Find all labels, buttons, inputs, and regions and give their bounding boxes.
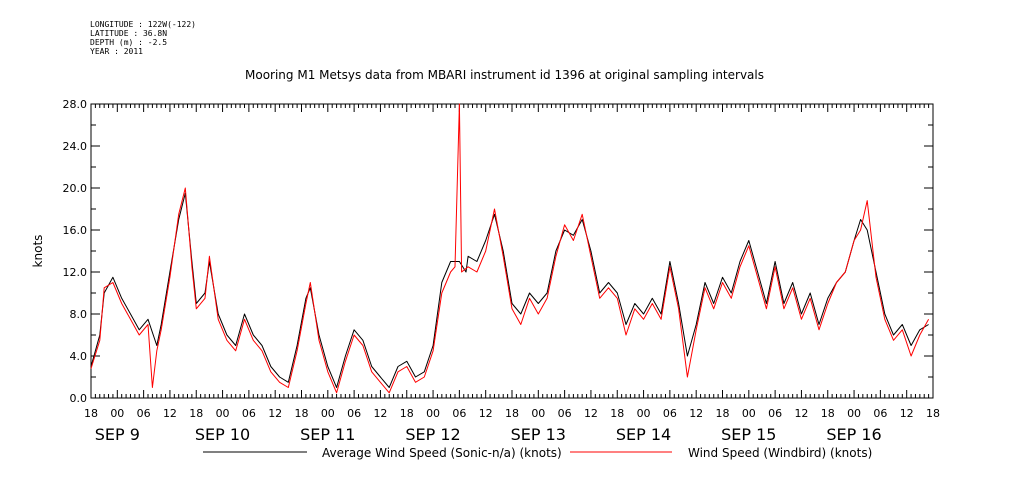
latitude-text: LATITUDE : 36.8N [90, 29, 168, 38]
x-day-label: SEP 13 [511, 425, 566, 444]
x-hour-label: 06 [558, 407, 572, 420]
chart-title: Mooring M1 Metsys data from MBARI instru… [245, 68, 764, 82]
x-hour-label: 00 [637, 407, 651, 420]
x-hour-label: 12 [373, 407, 387, 420]
x-hour-label: 12 [163, 407, 177, 420]
x-hour-label: 06 [768, 407, 782, 420]
x-hour-label: 00 [847, 407, 861, 420]
x-hour-label: 06 [242, 407, 256, 420]
x-hour-label: 06 [452, 407, 466, 420]
plot-frame [90, 103, 934, 399]
x-hour-label: 00 [742, 407, 756, 420]
x-hour-label: 00 [110, 407, 124, 420]
series-windbird-line [90, 103, 930, 394]
depth-text: DEPTH (m) : -2.5 [90, 38, 168, 47]
metadata-block: LONGITUDE : 122W(-122) LATITUDE : 36.8N … [90, 20, 196, 56]
x-day-label: SEP 14 [616, 425, 671, 444]
x-hour-label: 00 [426, 407, 440, 420]
x-hour-label: 18 [400, 407, 414, 420]
x-hour-label: 18 [716, 407, 730, 420]
x-hour-label: 12 [584, 407, 598, 420]
y-tick-label: 24.0 [63, 140, 88, 153]
x-day-label: SEP 16 [826, 425, 881, 444]
y-tick-label: 8.0 [70, 308, 88, 321]
x-hour-label: 18 [84, 407, 98, 420]
x-hour-label: 06 [873, 407, 887, 420]
x-hour-label: 12 [900, 407, 914, 420]
x-hour-label: 18 [821, 407, 835, 420]
x-day-label: SEP 15 [721, 425, 776, 444]
legend-label-average: Average Wind Speed (Sonic-n/a) (knots) [322, 446, 562, 460]
longitude-text: LONGITUDE : 122W(-122) [90, 20, 196, 29]
y-tick-label: 12.0 [63, 266, 88, 279]
series-average-wind-line [90, 192, 929, 388]
x-hour-label: 00 [321, 407, 335, 420]
y-tick-label: 20.0 [63, 182, 88, 195]
x-hour-label: 18 [505, 407, 519, 420]
x-hour-label: 12 [794, 407, 808, 420]
x-day-label: SEP 12 [405, 425, 460, 444]
x-hour-label: 12 [268, 407, 282, 420]
y-tick-label: 4.0 [70, 350, 88, 363]
y-tick-label: 28.0 [63, 98, 88, 111]
y-tick-label: 16.0 [63, 224, 88, 237]
x-hour-label: 06 [347, 407, 361, 420]
x-hour-label: 12 [479, 407, 493, 420]
x-hour-label: 06 [137, 407, 151, 420]
x-hour-label: 18 [295, 407, 309, 420]
x-hour-label: 18 [189, 407, 203, 420]
x-day-label: SEP 11 [300, 425, 355, 444]
x-day-label: SEP 10 [195, 425, 250, 444]
y-axis-label: knots [31, 235, 45, 268]
x-hour-label: 18 [926, 407, 940, 420]
x-day-label: SEP 9 [95, 425, 140, 444]
x-hour-label: 00 [216, 407, 230, 420]
x-hour-label: 12 [689, 407, 703, 420]
legend-label-windbird: Wind Speed (Windbird) (knots) [688, 446, 872, 460]
year-text: YEAR : 2011 [90, 47, 143, 56]
x-hour-label: 18 [610, 407, 624, 420]
y-tick-label: 0.0 [70, 392, 88, 405]
x-hour-label: 06 [663, 407, 677, 420]
x-hour-label: 00 [531, 407, 545, 420]
